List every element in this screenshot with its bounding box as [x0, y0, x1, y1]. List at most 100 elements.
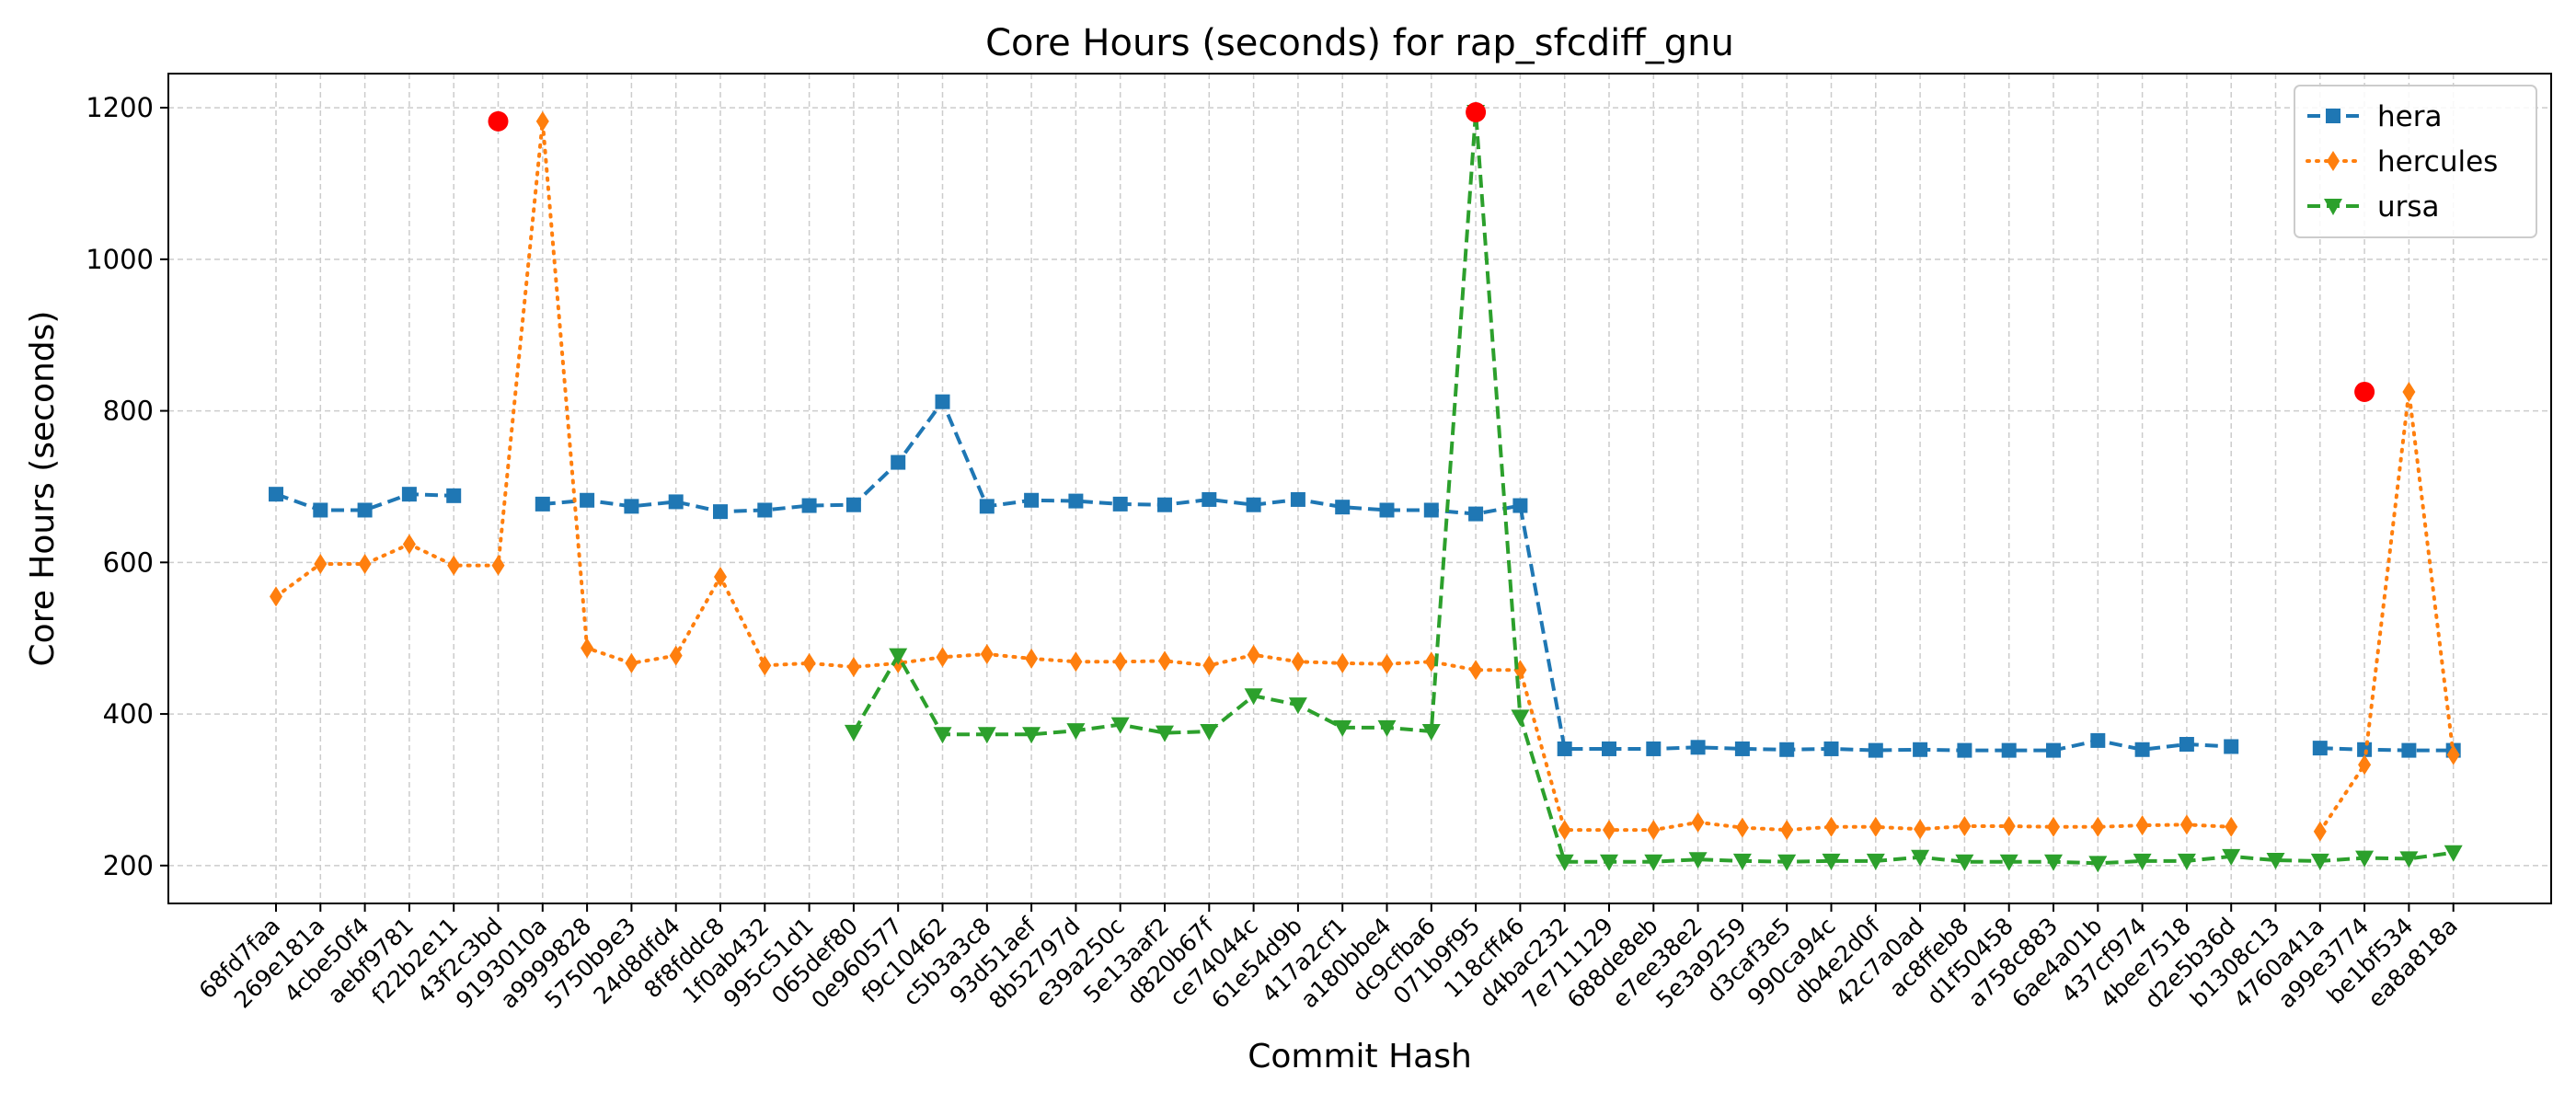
hercules-point — [1914, 819, 1927, 840]
ursa-point — [1777, 854, 1797, 871]
ursa-point — [1066, 723, 1086, 741]
hercules-point — [270, 586, 282, 607]
hercules-point — [402, 534, 416, 555]
hercules-point — [714, 566, 727, 587]
ursa-point — [1822, 853, 1841, 870]
hera-point — [2001, 742, 2017, 758]
series-ursa — [844, 105, 2463, 873]
hercules-point — [1113, 651, 1127, 673]
hercules-point — [1380, 653, 1394, 674]
series-hera — [269, 394, 2461, 758]
hercules-point — [2135, 815, 2149, 836]
ursa-point — [933, 727, 952, 744]
hera-point — [1913, 742, 1928, 757]
hercules-point — [1824, 816, 1838, 837]
ursa-point — [889, 648, 908, 665]
hercules-point — [980, 643, 994, 664]
hera-point — [1734, 741, 1750, 756]
x-axis-title: Commit Hash — [1248, 1038, 1472, 1075]
hera-point — [1868, 742, 1883, 758]
hera-point — [801, 498, 817, 513]
ursa-point — [1421, 724, 1441, 742]
hera-point — [313, 502, 328, 518]
hercules-point — [758, 655, 772, 676]
hercules-point — [1291, 651, 1305, 673]
legend-marker — [2326, 109, 2340, 123]
hercules-line — [2317, 389, 2455, 834]
hercules-point — [535, 110, 549, 132]
hera-point — [2401, 742, 2417, 758]
ursa-point — [1244, 688, 1263, 706]
hera-point — [2224, 739, 2239, 754]
hera-point — [1290, 491, 1305, 507]
axes: 68fd7faa269e181a4cbe50f4aebf9781f22b2e11… — [86, 92, 2463, 1014]
hera-point — [1157, 497, 1172, 512]
hercules-point — [1647, 820, 1661, 841]
hera-line — [542, 399, 2232, 753]
hercules-point — [1158, 650, 1171, 672]
hera-point — [1823, 741, 1839, 756]
y-tick-label: 600 — [103, 546, 154, 578]
hercules-point — [1069, 651, 1083, 673]
y-tick-label: 200 — [103, 850, 154, 881]
hera-point — [2179, 737, 2194, 753]
hercules-point — [1336, 652, 1350, 673]
hera-point — [1779, 742, 1795, 757]
legend: hera hercules ursa — [2294, 85, 2537, 238]
hera-line — [275, 492, 454, 512]
hera-point — [979, 499, 995, 514]
series-hercules — [270, 110, 2460, 842]
hera-point — [2357, 742, 2373, 757]
hercules-point — [2047, 816, 2060, 837]
plot-frame — [167, 73, 2552, 904]
hercules-point — [2091, 816, 2105, 837]
y-tick-label: 1000 — [86, 244, 154, 275]
highlight-point — [488, 110, 509, 132]
hera-point — [2312, 741, 2328, 756]
hercules-point — [2402, 381, 2416, 402]
hera-point — [1335, 500, 1351, 515]
hercules-point — [1691, 811, 1705, 833]
legend-label: hercules — [2377, 145, 2498, 178]
grid — [168, 74, 2551, 903]
ursa-point — [1600, 854, 1618, 871]
ursa-point — [2355, 850, 2375, 868]
ursa-point — [1688, 852, 1708, 869]
ursa-point — [1955, 854, 1974, 871]
hera-point — [1690, 740, 1706, 755]
hera-point — [1512, 498, 1528, 513]
hercules-point — [1869, 816, 1882, 837]
hera-point — [535, 496, 550, 512]
hera-point — [2134, 742, 2150, 757]
hercules-point — [1603, 820, 1616, 841]
hercules-point — [625, 652, 638, 673]
hercules-point — [491, 555, 505, 576]
hercules-point — [1958, 815, 1972, 836]
hera-point — [845, 497, 861, 512]
legend-label: ursa — [2377, 190, 2440, 224]
ursa-point — [1555, 854, 1574, 871]
hera-point — [1557, 741, 1572, 756]
ursa-point — [977, 727, 996, 744]
ursa-point — [1110, 717, 1130, 734]
series-layer — [269, 102, 2463, 873]
ursa-point — [1200, 724, 1219, 742]
legend-marker — [2327, 151, 2340, 171]
hera-point — [891, 454, 906, 470]
ursa-point — [1999, 854, 2018, 871]
hercules-point — [1424, 651, 1438, 673]
hera-point — [2090, 732, 2106, 748]
ursa-point — [2266, 853, 2285, 870]
hercules-point — [802, 652, 816, 673]
hercules-point — [2313, 821, 2327, 842]
ursa-point — [2133, 853, 2152, 870]
hercules-point — [2179, 814, 2193, 835]
hercules-point — [358, 553, 372, 574]
hera-point — [1646, 741, 1662, 756]
ursa-point — [2088, 856, 2108, 873]
hera-point — [446, 488, 462, 503]
hera-point — [713, 504, 728, 520]
hercules-point — [1025, 648, 1039, 669]
hercules-line — [274, 119, 2234, 833]
